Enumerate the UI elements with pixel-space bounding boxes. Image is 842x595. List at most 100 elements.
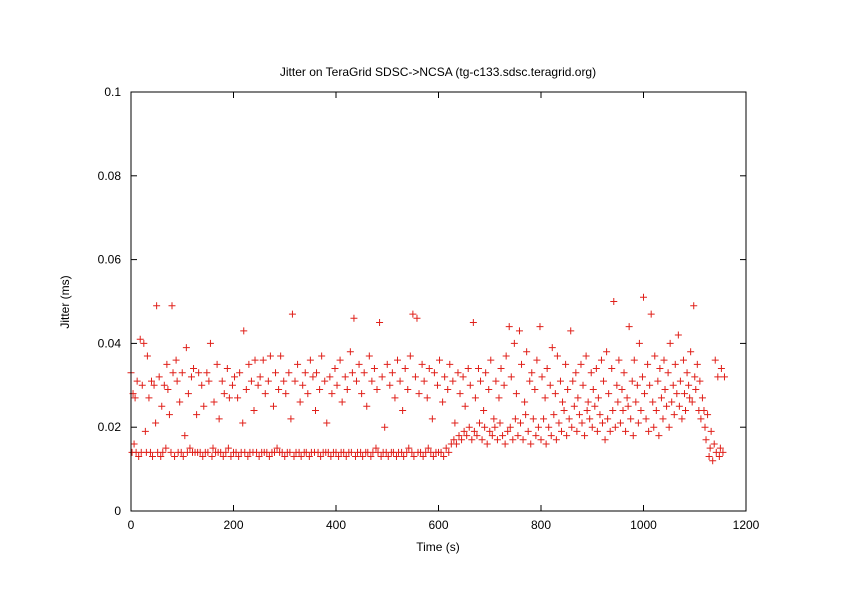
data-point [287,415,295,423]
data-point [714,373,722,381]
data-point [685,381,693,389]
data-point [452,440,460,448]
data-point [542,440,550,448]
data-point [335,453,343,461]
data-point [693,360,701,368]
data-point [193,411,201,419]
data-point [459,373,467,381]
data-point [523,348,531,356]
data-point [148,377,155,385]
data-point [363,402,371,410]
y-tick-label: 0 [114,504,121,518]
data-point [499,432,507,440]
x-tick-label: 200 [223,518,243,532]
data-point [652,406,660,414]
data-point [577,360,585,368]
data-point [347,448,355,456]
data-point [664,369,672,377]
data-point [541,394,549,402]
data-point [483,440,491,448]
data-point [701,423,709,431]
data-point [394,356,401,364]
data-point [460,427,468,435]
data-point [556,377,564,385]
data-point [613,381,621,389]
data-point [309,373,317,381]
data-point [224,444,232,452]
data-point [624,402,632,410]
data-point [386,381,394,389]
data-point [135,453,143,461]
data-point [670,411,678,419]
data-point [625,323,633,331]
data-point [199,453,207,461]
data-point [515,327,523,335]
data-point [517,419,524,427]
data-point [717,365,725,373]
data-point [579,381,587,389]
data-point [486,427,494,435]
data-point [388,369,396,377]
data-point [235,453,243,461]
data-point [702,436,710,444]
data-point [470,427,478,435]
data-point [632,398,640,406]
data-point [350,314,358,322]
data-point [209,444,217,452]
data-point [495,394,503,402]
data-point [288,310,296,318]
data-point [716,444,724,452]
data-point [504,427,512,435]
data-point [609,406,617,414]
data-point [163,360,171,368]
data-point [415,390,423,398]
data-point [506,423,514,431]
data-point [444,385,452,393]
data-point [130,440,138,448]
data-point [195,369,203,377]
data-point [231,373,239,381]
data-point [565,415,573,423]
y-tick-label: 0.1 [104,85,121,99]
data-point [178,369,186,377]
data-point [546,381,554,389]
data-point [471,394,479,402]
data-point [341,373,349,381]
data-point [173,377,181,385]
data-point [236,369,244,377]
data-point [160,381,168,389]
data-point [538,373,546,381]
data-point [210,398,218,406]
y-tick-label: 0.04 [98,336,122,350]
data-point [219,453,227,461]
data-point [429,453,437,461]
x-tick-label: 0 [128,518,135,532]
data-point [707,427,715,435]
data-point [611,423,619,431]
data-point [409,310,417,318]
data-point [675,402,683,410]
data-point [469,318,477,326]
data-point [305,453,313,461]
data-point [316,385,324,393]
data-point [661,385,669,393]
data-point [254,381,262,389]
x-tick-label: 800 [531,518,551,532]
data-point [261,390,269,398]
data-point [273,444,281,452]
data-point [225,394,233,402]
data-point [208,453,216,461]
data-point [168,302,176,310]
data-point [204,448,212,456]
data-point [445,448,453,456]
data-point [141,427,149,435]
data-point [222,448,230,456]
data-point [628,377,636,385]
data-point [446,360,454,368]
data-point [450,436,458,444]
data-point [454,369,462,377]
data-point [540,415,548,423]
data-point [140,339,148,347]
data-point [449,377,457,385]
data-point [250,406,258,414]
